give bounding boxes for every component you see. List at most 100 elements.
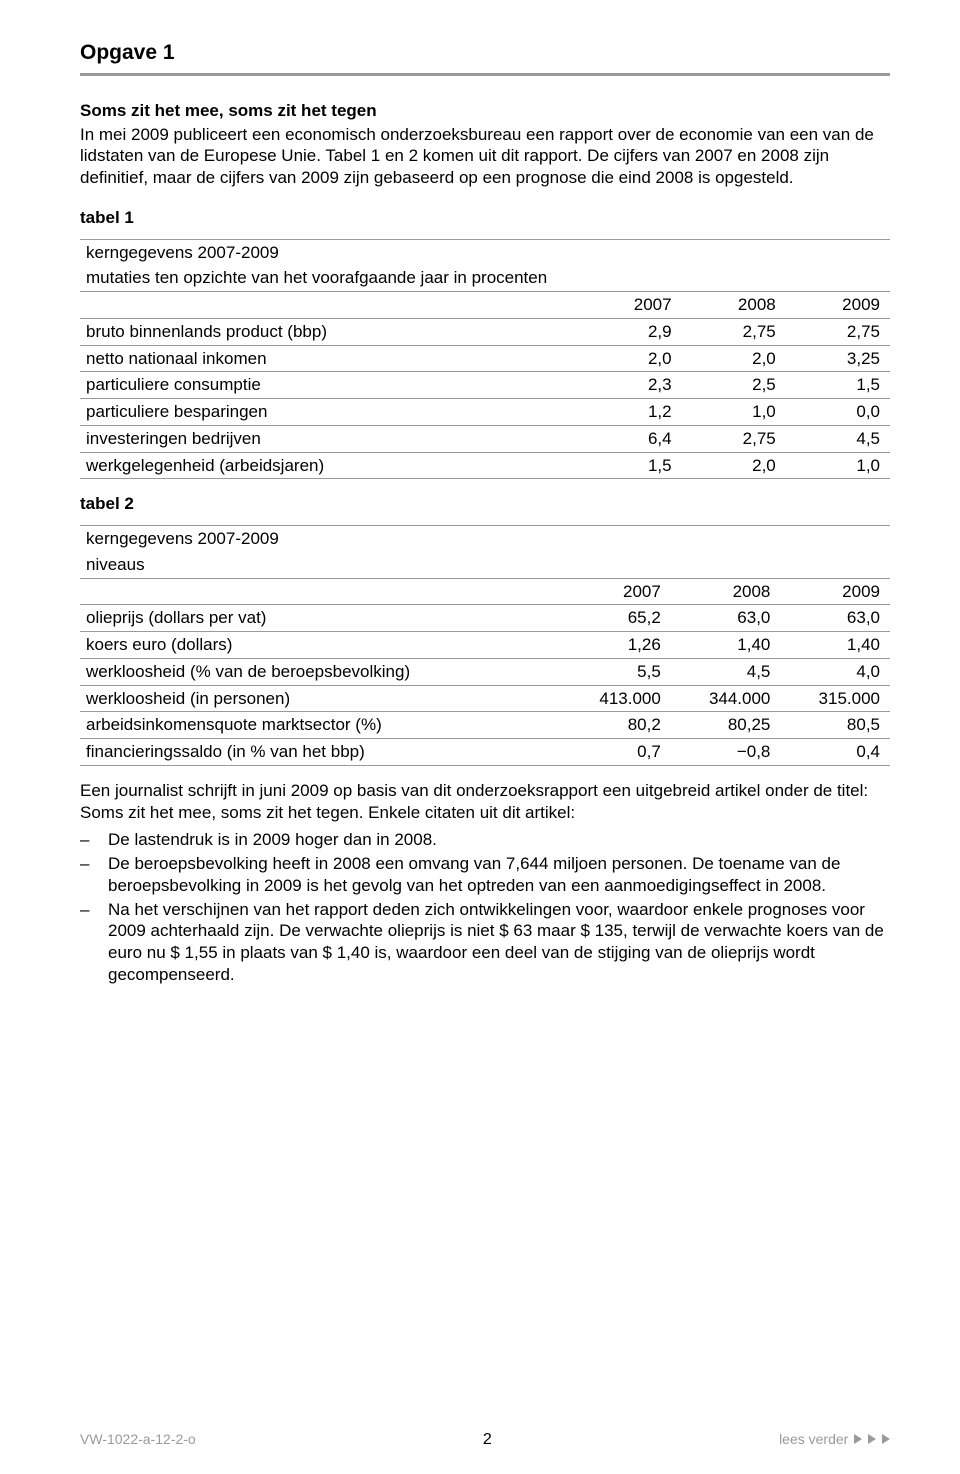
table-row: werkloosheid (in personen) 413.000 344.0… [80, 685, 890, 712]
cell: 80,25 [671, 712, 781, 739]
cell: 65,2 [561, 605, 671, 632]
table1-header-row: 2007 2008 2009 [80, 292, 890, 319]
arrow-right-icon [854, 1434, 862, 1444]
cell: 2,9 [577, 318, 681, 345]
cell: particuliere besparingen [80, 399, 577, 426]
table2-title: kerngegevens 2007-2009 [80, 526, 890, 552]
cell: 3,25 [786, 345, 890, 372]
table-row: netto nationaal inkomen 2,0 2,0 3,25 [80, 345, 890, 372]
cell: financieringssaldo (in % van het bbp) [80, 739, 561, 766]
cell: 2,0 [682, 452, 786, 479]
cell: 2,5 [682, 372, 786, 399]
cell: werkgelegenheid (arbeidsjaren) [80, 452, 577, 479]
cell: 63,0 [780, 605, 890, 632]
quotes-list: – De lastendruk is in 2009 hoger dan in … [80, 829, 890, 985]
cell: 413.000 [561, 685, 671, 712]
cell: 0,4 [780, 739, 890, 766]
table2-col2: 2008 [671, 578, 781, 605]
cell: 1,40 [671, 632, 781, 659]
cell: 63,0 [671, 605, 781, 632]
dash-icon: – [80, 829, 108, 851]
table2-col0 [80, 578, 561, 605]
cell: 2,75 [682, 318, 786, 345]
cell: 2,75 [682, 425, 786, 452]
cell: 1,5 [577, 452, 681, 479]
table2-label: tabel 2 [80, 493, 890, 515]
table-row: financieringssaldo (in % van het bbp) 0,… [80, 739, 890, 766]
footer-page-number: 2 [483, 1430, 492, 1450]
cell: 2,0 [577, 345, 681, 372]
table-row: werkloosheid (% van de beroepsbevolking)… [80, 658, 890, 685]
intro-paragraph: In mei 2009 publiceert een economisch on… [80, 124, 890, 189]
cell: 5,5 [561, 658, 671, 685]
cell: 1,2 [577, 399, 681, 426]
page-footer: VW-1022-a-12-2-o 2 lees verder [80, 1430, 890, 1450]
table1-subtitle-row: mutaties ten opzichte van het voorafgaan… [80, 265, 890, 291]
cell: 0,0 [786, 399, 890, 426]
table-row: bruto binnenlands product (bbp) 2,9 2,75… [80, 318, 890, 345]
table1-col0 [80, 292, 577, 319]
list-item: – De lastendruk is in 2009 hoger dan in … [80, 829, 890, 851]
cell: particuliere consumptie [80, 372, 577, 399]
table1: kerngegevens 2007-2009 mutaties ten opzi… [80, 239, 890, 480]
footer-right: lees verder [779, 1431, 890, 1449]
table-row: particuliere besparingen 1,2 1,0 0,0 [80, 399, 890, 426]
quote-text: De beroepsbevolking heeft in 2008 een om… [108, 853, 890, 897]
cell: 1,5 [786, 372, 890, 399]
dash-icon: – [80, 853, 108, 897]
cell: 0,7 [561, 739, 671, 766]
cell: 80,2 [561, 712, 671, 739]
table1-title-row: kerngegevens 2007-2009 [80, 239, 890, 265]
dash-icon: – [80, 899, 108, 986]
cell: olieprijs (dollars per vat) [80, 605, 561, 632]
table-row: arbeidsinkomensquote marktsector (%) 80,… [80, 712, 890, 739]
outro-intro: Een journalist schrijft in juni 2009 op … [80, 780, 890, 824]
arrow-right-icon [882, 1434, 890, 1444]
opgave-heading: Opgave 1 [80, 40, 890, 67]
cell: netto nationaal inkomen [80, 345, 577, 372]
cell: werkloosheid (in personen) [80, 685, 561, 712]
quote-text: De lastendruk is in 2009 hoger dan in 20… [108, 829, 890, 851]
table-row: werkgelegenheid (arbeidsjaren) 1,5 2,0 1… [80, 452, 890, 479]
table2-title-row: kerngegevens 2007-2009 [80, 526, 890, 552]
table2: kerngegevens 2007-2009 niveaus 2007 2008… [80, 525, 890, 766]
cell: investeringen bedrijven [80, 425, 577, 452]
table1-col3: 2009 [786, 292, 890, 319]
cell: 6,4 [577, 425, 681, 452]
cell: 1,0 [682, 399, 786, 426]
cell: 2,3 [577, 372, 681, 399]
cell: koers euro (dollars) [80, 632, 561, 659]
heading-rule [80, 73, 890, 76]
footer-code: VW-1022-a-12-2-o [80, 1431, 196, 1449]
section-title: Soms zit het mee, soms zit het tegen [80, 100, 890, 122]
page: Opgave 1 Soms zit het mee, soms zit het … [0, 0, 960, 1474]
cell: 4,0 [780, 658, 890, 685]
footer-continue: lees verder [779, 1431, 848, 1447]
cell: arbeidsinkomensquote marktsector (%) [80, 712, 561, 739]
cell: 1,40 [780, 632, 890, 659]
table-row: olieprijs (dollars per vat) 65,2 63,0 63… [80, 605, 890, 632]
list-item: – Na het verschijnen van het rapport ded… [80, 899, 890, 986]
table1-col2: 2008 [682, 292, 786, 319]
table-row: particuliere consumptie 2,3 2,5 1,5 [80, 372, 890, 399]
table2-subtitle: niveaus [80, 552, 890, 578]
cell: 344.000 [671, 685, 781, 712]
quote-text: Na het verschijnen van het rapport deden… [108, 899, 890, 986]
cell: 2,75 [786, 318, 890, 345]
cell: 315.000 [780, 685, 890, 712]
table1-title: kerngegevens 2007-2009 [80, 239, 890, 265]
table2-col3: 2009 [780, 578, 890, 605]
table2-header-row: 2007 2008 2009 [80, 578, 890, 605]
table2-subtitle-row: niveaus [80, 552, 890, 578]
table-row: koers euro (dollars) 1,26 1,40 1,40 [80, 632, 890, 659]
list-item: – De beroepsbevolking heeft in 2008 een … [80, 853, 890, 897]
cell: bruto binnenlands product (bbp) [80, 318, 577, 345]
cell: 4,5 [671, 658, 781, 685]
cell: 1,26 [561, 632, 671, 659]
table1-subtitle: mutaties ten opzichte van het voorafgaan… [80, 265, 890, 291]
table1-col1: 2007 [577, 292, 681, 319]
cell: −0,8 [671, 739, 781, 766]
cell: werkloosheid (% van de beroepsbevolking) [80, 658, 561, 685]
cell: 4,5 [786, 425, 890, 452]
cell: 1,0 [786, 452, 890, 479]
